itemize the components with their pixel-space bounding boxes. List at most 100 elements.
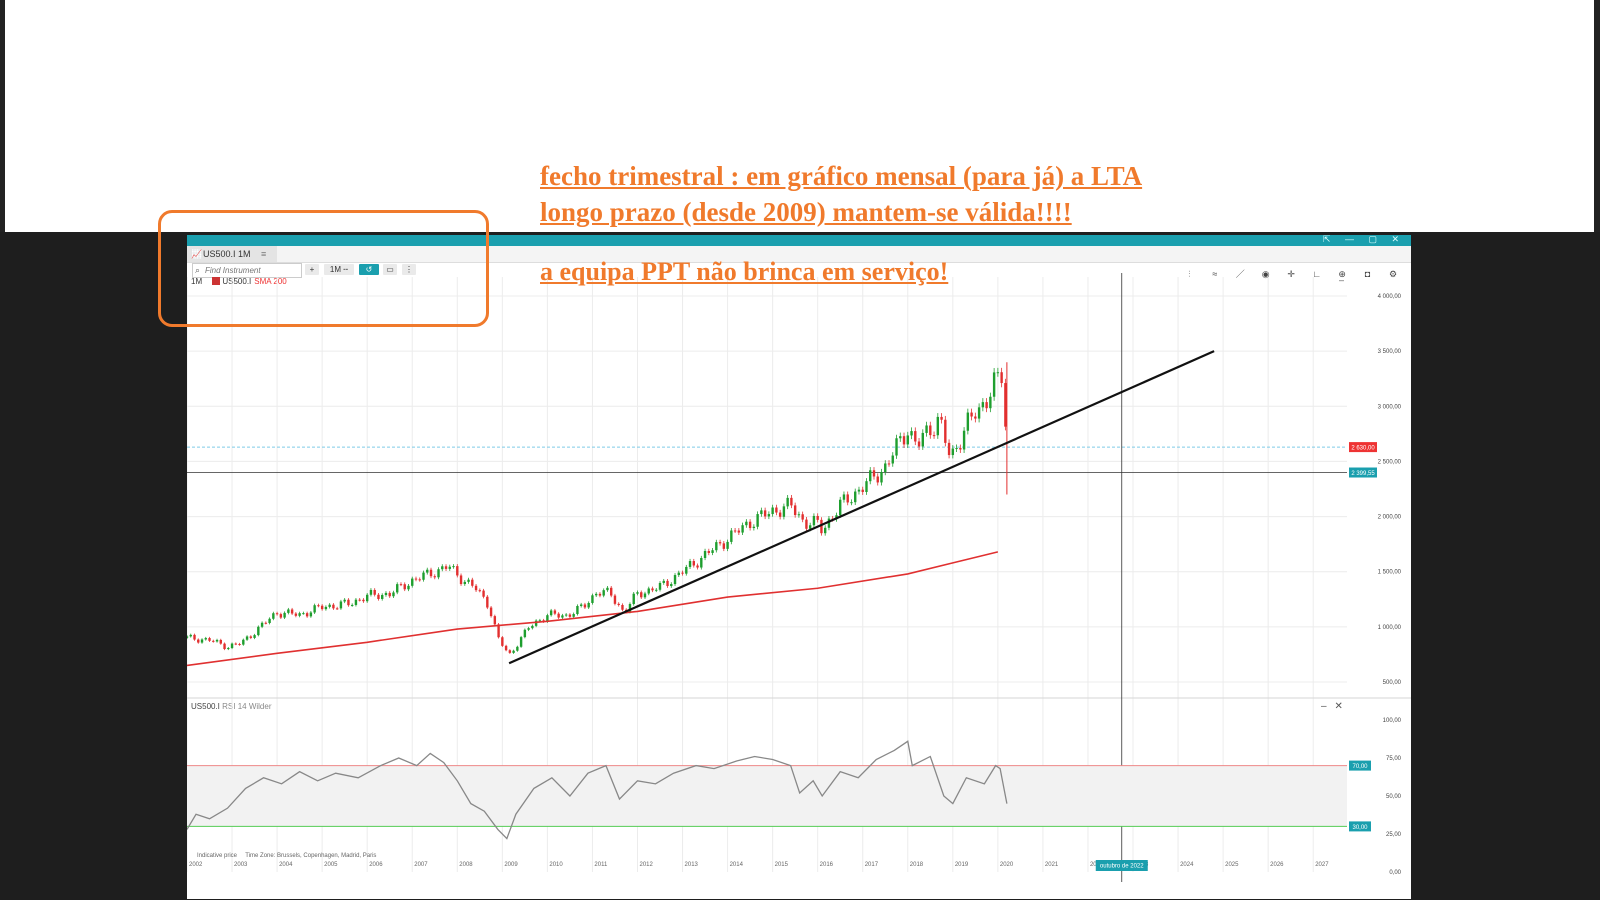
add-button[interactable]: + [305,264,319,275]
candle-body [786,497,789,507]
x-tick-label: 2013 [685,862,699,868]
candle-body [287,609,290,613]
x-tick-label: 2024 [1180,862,1194,868]
candle-body [696,565,699,568]
tab-us500-1m[interactable]: 📈 US500.I 1M ≡ [187,246,277,262]
candle-body [579,604,583,606]
candle-body [324,606,328,610]
candle-body [414,578,418,580]
candle-body [842,494,846,500]
candle-body [478,590,482,592]
candle-body [741,525,744,533]
candle-body [557,613,560,618]
instrument-search: ⌕ [192,263,302,278]
camera-icon[interactable]: ◘ [1364,269,1371,279]
candle-body [399,584,403,586]
rsi-ob-tag [1349,760,1371,771]
candle-body [365,594,369,602]
candle-body [977,407,981,419]
candle-body [801,514,804,520]
x-tick-label: 2017 [865,862,879,868]
window-frame-left [0,0,5,232]
draw-line-icon[interactable]: ／ [1235,269,1245,279]
studies-icon[interactable]: ≈ [1212,269,1218,279]
gear-icon[interactable]: ⚙ [1388,269,1398,279]
candle-body [489,607,493,617]
eye-icon[interactable]: ◉ [1261,269,1270,279]
candle-body [219,639,222,644]
rsi-y-tick-label: 50,00 [1386,794,1402,800]
candle-body [700,557,703,568]
rsi-legend: US500.I RSI 14 Wilder [191,702,272,711]
candle-body [290,609,294,614]
candle-body [309,612,313,617]
search-input[interactable] [205,264,297,276]
axis-icon[interactable]: ∟ [1312,269,1322,279]
candle-body [636,592,639,594]
candle-body [373,589,376,595]
layout-button[interactable]: ▭ [383,264,397,275]
candle-body [921,432,924,447]
crosshair-icon[interactable]: ✛ [1287,269,1295,279]
candle-body [606,587,609,591]
candle-body [730,530,733,542]
candle-body [328,604,331,607]
crosshair-date-tag [1095,860,1148,871]
candle-body [242,639,245,645]
hamburger-menu-icon[interactable]: ≡ [261,249,267,259]
x-tick-label: 2008 [459,862,473,868]
candle-body [193,634,196,640]
rsi-y-tick-label: 75,00 [1386,756,1402,762]
rsi-band [187,765,1347,827]
candles-group [187,362,1008,654]
candle-body [962,430,966,450]
candle-body [711,550,714,553]
period-dropdown[interactable]: 1M ╌ [324,264,354,275]
chart-icon: 📈 [191,249,203,259]
window-controls[interactable]: ⇱ — ▢ ✕ [1322,235,1405,244]
candle-body [655,589,658,591]
chart-canvas[interactable]: 2002 2003 2004 2005 2006 2007 2008 2009 2010 2011… [187,235,1411,899]
candle-body [493,616,497,625]
x-tick-label: 2006 [369,862,383,868]
candle-body [910,431,913,436]
candle-body [929,425,932,436]
annotation-line2: a equipa PPT não brinca em serviço! [540,257,949,286]
y-tick-label: 4 000,00 [1378,294,1402,300]
candle-body [816,515,819,520]
candle-body [602,590,605,596]
x-tick-label: 2019 [955,862,969,868]
collapse-icon[interactable]: – [1339,275,1345,285]
candle-body [426,569,429,573]
candle-body [501,637,504,646]
candle-body [1000,372,1003,384]
candle-body [899,436,902,439]
candle-body [955,448,958,450]
candle-body [951,448,955,456]
more-options-icon[interactable]: ⋮ [402,264,416,275]
indicators-icon[interactable]: ⫶ [1188,269,1191,279]
candle-body [523,629,527,638]
candle-body [212,640,215,642]
candle-body [715,542,718,551]
candle-body [621,604,624,610]
candle-body [628,604,632,612]
candle-body [264,622,268,624]
candle-body [917,441,921,447]
candle-body [790,497,793,506]
candle-body [782,506,786,517]
rsi-panel-controls[interactable]: –✕ [1321,701,1351,712]
candle-body [808,525,812,529]
candle-body [441,566,444,570]
candle-body [486,596,489,608]
x-tick-label: 2012 [639,862,653,868]
zoom-icon[interactable]: ⊕ [1338,269,1346,279]
x-tick-label: 2007 [414,862,428,868]
trendline [508,350,1215,665]
candle-body [396,584,399,593]
candle-body [846,494,849,503]
chart-type-button[interactable]: ↺ [359,264,379,275]
tab-label: US500.I 1M [203,249,251,259]
x-tick-label: 2021 [1045,862,1059,868]
y-tick-label: 3 500,00 [1378,349,1402,355]
